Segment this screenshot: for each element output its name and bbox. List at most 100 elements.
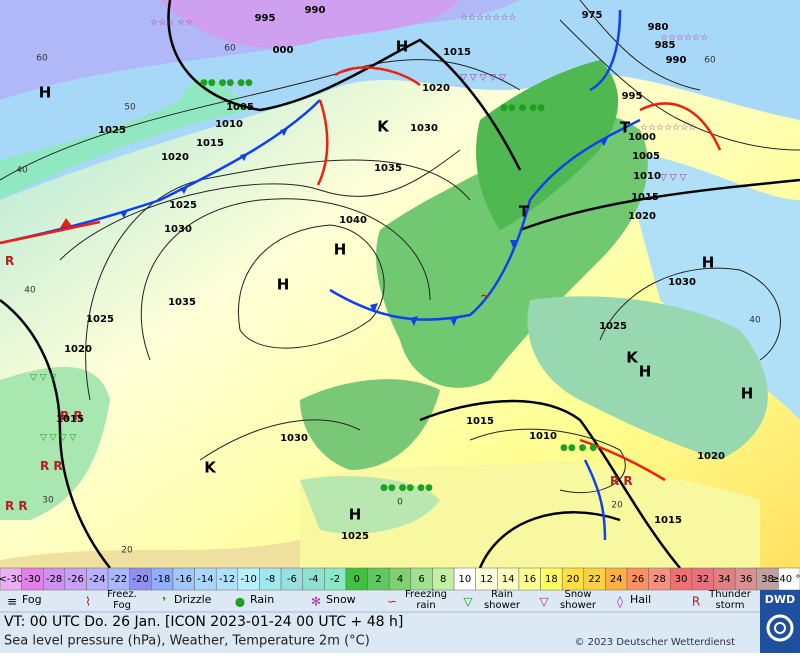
weather-icon: ▽ bbox=[539, 595, 549, 609]
isobar-label: 1005 bbox=[632, 151, 660, 162]
scale-label: 22 bbox=[588, 574, 601, 585]
svg-text:▽ ▽ ▽ ▽: ▽ ▽ ▽ ▽ bbox=[40, 433, 76, 443]
scale-label: -8 bbox=[265, 574, 275, 585]
temperature-label: 40 bbox=[24, 286, 36, 296]
isobar-label: 1020 bbox=[64, 344, 92, 355]
isobar-label: 1025 bbox=[169, 200, 197, 211]
svg-text:R: R bbox=[5, 254, 14, 268]
scale-label: -20 bbox=[132, 574, 148, 585]
scale-label: 20 bbox=[567, 574, 580, 585]
scale-label: 32 bbox=[696, 574, 709, 585]
svg-text:▽ ▽ ▽ ▽ ▽: ▽ ▽ ▽ ▽ ▽ bbox=[460, 73, 506, 83]
temperature-label: 20 bbox=[611, 501, 623, 511]
scale-label: 38 bbox=[761, 574, 774, 585]
weather-icon: ≡ bbox=[7, 595, 17, 609]
isobar-label: 1000 bbox=[628, 132, 656, 143]
temperature-label: 60 bbox=[224, 44, 236, 54]
scale-label: -14 bbox=[197, 574, 213, 585]
pressure-center: K bbox=[204, 459, 217, 477]
weather-label: Freez. Fog bbox=[107, 589, 137, 611]
weather-label: Fog bbox=[22, 593, 42, 606]
pressure-center: H bbox=[741, 385, 754, 403]
isobar-label: 1010 bbox=[215, 119, 243, 130]
svg-text:▽ ▽ ▽: ▽ ▽ ▽ bbox=[660, 173, 687, 183]
isobar-label: 1015 bbox=[631, 192, 659, 203]
pressure-center: H bbox=[349, 506, 362, 524]
isobar-label: 1025 bbox=[86, 314, 114, 325]
isobar-label: 000 bbox=[273, 45, 294, 56]
scale-label: -22 bbox=[111, 574, 127, 585]
weather-icon: ▽ bbox=[463, 595, 473, 609]
scale-label: 36 bbox=[740, 574, 753, 585]
isobar-label: 1025 bbox=[341, 531, 369, 542]
isobar-label: 990 bbox=[305, 5, 326, 16]
scale-label: 6 bbox=[418, 574, 424, 585]
svg-text:●● ● ●●: ●● ● ●● bbox=[500, 103, 545, 113]
svg-text:☆☆☆ ☆☆: ☆☆☆ ☆☆ bbox=[150, 18, 193, 28]
isobar-label: 975 bbox=[582, 10, 603, 21]
scale-label: <-30 bbox=[0, 574, 23, 585]
scale-label: -24 bbox=[89, 574, 105, 585]
scale-label: -16 bbox=[176, 574, 192, 585]
description: Sea level pressure (hPa), Weather, Tempe… bbox=[4, 634, 370, 649]
scale-label: 30 bbox=[675, 574, 688, 585]
isobar-label: 1020 bbox=[628, 211, 656, 222]
pressure-center: H bbox=[39, 84, 52, 102]
temperature-label: 40 bbox=[16, 166, 28, 176]
isobar-label: 990 bbox=[666, 55, 687, 66]
scale-label: 12 bbox=[480, 574, 493, 585]
isobar-label: 980 bbox=[648, 22, 669, 33]
isobar-label: 1015 bbox=[443, 47, 471, 58]
isobar-label: 1025 bbox=[98, 125, 126, 136]
weather-label: Thunder storm bbox=[708, 589, 752, 611]
isobar-label: 1015 bbox=[56, 414, 84, 425]
pressure-center: H bbox=[702, 254, 715, 272]
isobar-label: 1015 bbox=[654, 515, 682, 526]
weather-icon: R bbox=[692, 595, 700, 609]
scale-label: 24 bbox=[610, 574, 623, 585]
scale-label: -30 bbox=[24, 574, 40, 585]
svg-text:☆☆☆☆☆☆: ☆☆☆☆☆☆ bbox=[660, 33, 708, 43]
temperature-label: 40 bbox=[749, 316, 761, 326]
weather-icon: ◊ bbox=[617, 595, 623, 609]
pressure-center: K bbox=[626, 349, 639, 367]
svg-text:R R: R R bbox=[5, 499, 28, 513]
weather-icon: ∽ bbox=[387, 595, 397, 609]
isobar-label: 1025 bbox=[599, 321, 627, 332]
pressure-center: T bbox=[620, 119, 631, 137]
isobar-label: 1040 bbox=[339, 215, 367, 226]
isobar-label: 1020 bbox=[161, 152, 189, 163]
isobar-label: 995 bbox=[622, 91, 643, 102]
scale-label: 26 bbox=[631, 574, 644, 585]
weather-label: Freezing rain bbox=[405, 589, 447, 611]
scale-label: -12 bbox=[219, 574, 235, 585]
logo-box bbox=[760, 590, 800, 653]
svg-text:R R: R R bbox=[40, 459, 63, 473]
scale-label: 34 bbox=[718, 574, 731, 585]
weather-icon: ✻ bbox=[311, 595, 321, 609]
weather-icon: ⌇ bbox=[85, 595, 91, 609]
isobar-label: 1010 bbox=[529, 431, 557, 442]
scale-label: -10 bbox=[240, 574, 256, 585]
temperature-label: 60 bbox=[36, 54, 48, 64]
temperature-label: 50 bbox=[124, 103, 136, 113]
isobars bbox=[0, 0, 800, 494]
valid-time: VT: 00 UTC Do. 26 Jan. [ICON 2023-01-24 … bbox=[4, 614, 403, 630]
isobar-label: 1030 bbox=[410, 123, 438, 134]
svg-text:●● ● ●: ●● ● ● bbox=[560, 443, 597, 453]
pressure-center: H bbox=[639, 363, 652, 381]
svg-text:☆☆☆☆☆☆☆: ☆☆☆☆☆☆☆ bbox=[640, 123, 696, 133]
temperature-label: 30 bbox=[42, 496, 54, 506]
scale-label: 10 bbox=[458, 574, 471, 585]
scale-label: -18 bbox=[154, 574, 170, 585]
map-background bbox=[0, 0, 800, 568]
scale-label: 18 bbox=[545, 574, 558, 585]
scale-label: 14 bbox=[502, 574, 515, 585]
scale-label: 16 bbox=[523, 574, 536, 585]
scale-label: -26 bbox=[68, 574, 84, 585]
scale-label: 4 bbox=[397, 574, 403, 585]
svg-text:R R: R R bbox=[610, 474, 633, 488]
isobar-label: 995 bbox=[255, 13, 276, 24]
